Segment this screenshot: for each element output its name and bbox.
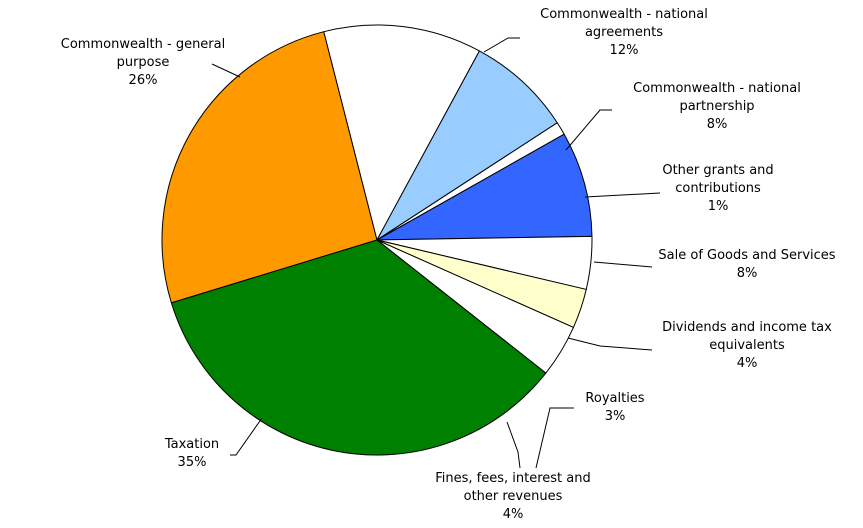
slice-value-label: 26% — [129, 73, 158, 88]
leader-line — [212, 64, 240, 77]
slice-label: Taxation 35% — [164, 437, 219, 470]
slice-name-label: Fines, fees, interest and — [435, 471, 591, 486]
slice-name-label: Royalties — [585, 391, 644, 406]
slice-name-label: Sale of Goods and Services — [658, 248, 835, 263]
slice-label: Royalties 3% — [585, 391, 644, 424]
slice-name-label: partnership — [679, 99, 754, 114]
slice-value-label: 12% — [610, 43, 639, 58]
slice-label: Other grants and contributions 1% — [662, 163, 773, 214]
slice-name-label: equivalents — [709, 338, 785, 353]
slice-value-label: 8% — [707, 117, 728, 132]
leader-line — [566, 110, 612, 150]
slice-name-label: Dividends and income tax — [662, 320, 832, 335]
slice-name-label: contributions — [675, 181, 761, 196]
leader-line — [585, 193, 660, 197]
slice-value-label: 8% — [737, 266, 758, 281]
slice-label: Dividends and income tax equivalents 4% — [662, 320, 832, 371]
slice-name-label: Taxation — [164, 437, 219, 452]
slice-label: Commonwealth - national partnership 8% — [633, 81, 801, 132]
slice-name-label: Other grants and — [662, 163, 773, 178]
slice-value-label: 1% — [708, 199, 729, 214]
slice-value-label: 35% — [178, 455, 207, 470]
leader-line — [594, 262, 652, 267]
leader-line — [536, 408, 574, 468]
slice-name-label: agreements — [585, 25, 663, 40]
slice-value-label: 4% — [737, 356, 758, 371]
leader-line — [507, 422, 520, 468]
slice-name-label: Commonwealth - general — [61, 37, 225, 52]
slice-label: Sale of Goods and Services 8% — [658, 248, 835, 281]
slice-name-label: Commonwealth - national — [540, 7, 708, 22]
slice-label: Fines, fees, interest and other revenues 4… — [435, 471, 591, 522]
slice-name-label: other revenues — [464, 489, 563, 504]
leader-line — [568, 338, 652, 350]
slice-value-label: 3% — [605, 409, 626, 424]
slice-label: Commonwealth - general purpose 26% — [61, 37, 225, 88]
pie-slices — [162, 25, 592, 455]
leader-line — [230, 418, 262, 455]
leader-line — [484, 38, 520, 52]
slice-label: Commonwealth - national agreements 12% — [540, 7, 708, 58]
slice-name-label: Commonwealth - national — [633, 81, 801, 96]
slice-name-label: purpose — [117, 55, 170, 70]
slice-value-label: 4% — [503, 507, 524, 522]
